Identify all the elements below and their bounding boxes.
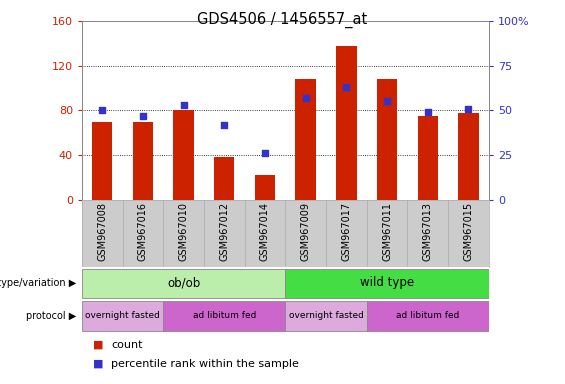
Text: overnight fasted: overnight fasted — [289, 311, 363, 320]
Point — [179, 102, 188, 108]
Bar — [295, 79, 316, 200]
Text: wild type: wild type — [360, 276, 414, 289]
Point — [260, 150, 270, 156]
Text: ad libitum fed: ad libitum fed — [396, 311, 459, 320]
Bar — [255, 175, 275, 200]
Text: GSM967015: GSM967015 — [463, 202, 473, 261]
Point — [342, 84, 351, 90]
Text: overnight fasted: overnight fasted — [85, 311, 160, 320]
Text: percentile rank within the sample: percentile rank within the sample — [111, 359, 299, 369]
Text: GSM967013: GSM967013 — [423, 202, 433, 261]
Bar — [418, 116, 438, 200]
Bar — [214, 157, 234, 200]
Point — [383, 98, 392, 104]
Point — [301, 95, 310, 101]
Bar — [82, 268, 285, 298]
Text: GSM967010: GSM967010 — [179, 202, 189, 261]
Text: protocol ▶: protocol ▶ — [26, 311, 76, 321]
Text: GSM967008: GSM967008 — [97, 202, 107, 261]
Text: GDS4506 / 1456557_at: GDS4506 / 1456557_at — [197, 12, 368, 28]
Bar — [163, 301, 285, 331]
Text: GSM967016: GSM967016 — [138, 202, 148, 261]
Text: count: count — [111, 339, 143, 349]
Bar — [367, 301, 489, 331]
Bar — [82, 301, 163, 331]
Point — [98, 107, 107, 114]
Text: ob/ob: ob/ob — [167, 276, 200, 289]
Text: GSM967012: GSM967012 — [219, 202, 229, 261]
Text: GSM967009: GSM967009 — [301, 202, 311, 261]
Bar — [173, 111, 194, 200]
Text: GSM967017: GSM967017 — [341, 202, 351, 261]
Bar — [285, 268, 489, 298]
Text: GSM967014: GSM967014 — [260, 202, 270, 261]
Point — [423, 109, 432, 115]
Bar — [377, 79, 397, 200]
Text: ■: ■ — [93, 339, 104, 349]
Text: GSM967011: GSM967011 — [382, 202, 392, 261]
Bar — [336, 46, 357, 200]
Bar — [92, 122, 112, 200]
Point — [464, 106, 473, 112]
Text: ■: ■ — [93, 359, 104, 369]
Text: genotype/variation ▶: genotype/variation ▶ — [0, 278, 76, 288]
Bar — [285, 301, 367, 331]
Point — [138, 113, 147, 119]
Bar — [133, 122, 153, 200]
Point — [220, 122, 229, 128]
Bar — [458, 113, 479, 200]
Text: ad libitum fed: ad libitum fed — [193, 311, 256, 320]
